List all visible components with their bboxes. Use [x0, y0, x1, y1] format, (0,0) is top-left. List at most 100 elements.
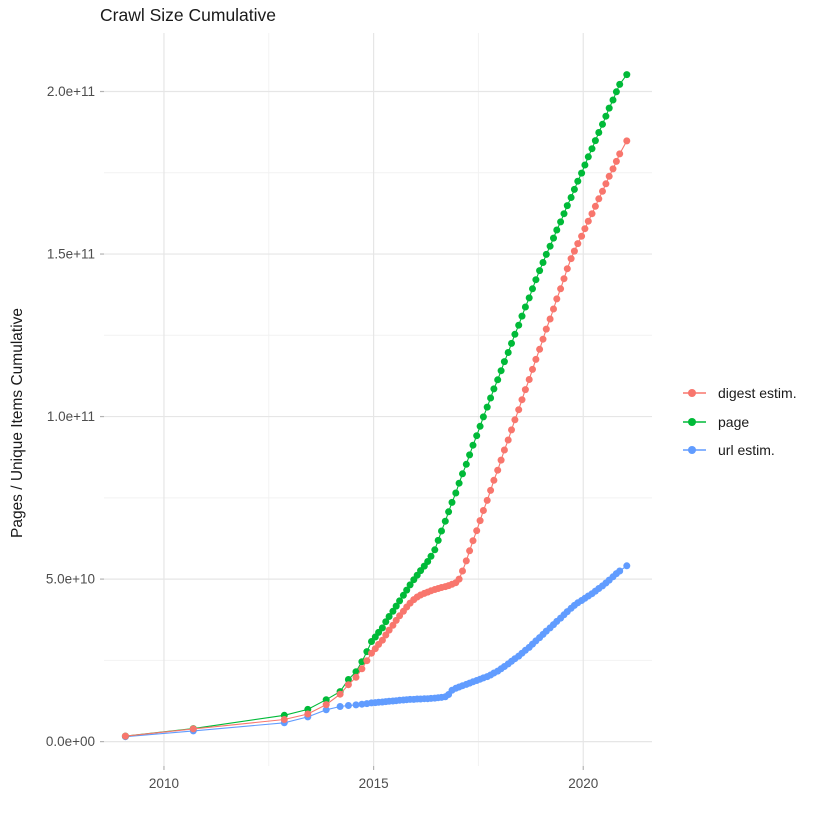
data-point [382, 618, 390, 626]
data-point [382, 631, 390, 639]
data-point [536, 345, 544, 353]
data-point [539, 335, 547, 343]
data-point [487, 486, 495, 494]
data-point [511, 330, 519, 338]
data-point [469, 441, 477, 449]
data-point [550, 234, 557, 242]
data-point [504, 436, 512, 444]
data-point [385, 626, 393, 634]
data-point [532, 276, 540, 284]
major-gridlines [104, 33, 652, 766]
data-point [434, 536, 442, 544]
data-point [483, 496, 491, 504]
data-point [602, 112, 610, 120]
data-point [570, 247, 578, 255]
data-point [385, 613, 393, 620]
data-point [344, 681, 352, 689]
data-point [121, 732, 129, 740]
data-point [396, 597, 404, 605]
data-point [508, 339, 515, 347]
data-point [553, 226, 561, 234]
y-tick-label: 1.0e+11 [47, 409, 95, 424]
data-point [546, 315, 554, 323]
data-point [452, 489, 460, 497]
data-point [574, 177, 582, 185]
data-point [570, 185, 578, 193]
data-point [500, 446, 508, 454]
data-point [483, 403, 491, 411]
data-point [591, 202, 599, 210]
data-point [462, 460, 470, 468]
series-digest-estim- [121, 137, 631, 740]
data-point [490, 385, 498, 393]
data-point [497, 456, 505, 464]
data-point [406, 581, 414, 589]
data-point [500, 358, 508, 366]
data-point [479, 507, 487, 514]
data-point [616, 567, 624, 575]
data-point [424, 558, 432, 565]
data-point [602, 180, 610, 188]
data-point [389, 621, 397, 629]
data-point [567, 194, 575, 201]
x-tick-label: 2015 [359, 776, 389, 791]
data-point [525, 294, 533, 302]
data-point [529, 365, 536, 373]
data-point [578, 232, 586, 240]
data-point [588, 210, 596, 218]
data-point [553, 295, 561, 303]
series-url-estim- [121, 562, 631, 741]
data-point [581, 225, 589, 233]
y-tick-label: 5.0e+10 [46, 572, 95, 587]
data-point [609, 96, 617, 104]
data-point [623, 71, 631, 79]
data-point [336, 690, 344, 698]
legend-item-url: url estim. [683, 436, 797, 465]
data-point [605, 104, 613, 112]
data-point [536, 267, 544, 275]
data-point [427, 552, 435, 560]
data-point [476, 517, 484, 525]
data-point [358, 665, 366, 673]
data-point [623, 562, 631, 570]
data-point [567, 255, 575, 263]
data-point [455, 479, 463, 487]
data-point [448, 498, 456, 506]
data-point [616, 80, 624, 88]
data-point [518, 396, 526, 404]
legend-key-url-icon [683, 446, 706, 455]
data-point [479, 413, 487, 421]
series-page [121, 71, 631, 740]
data-point [352, 668, 360, 676]
data-point [539, 259, 547, 266]
legend-label-url: url estim. [718, 442, 775, 459]
data-point [578, 169, 586, 177]
data-point [599, 187, 606, 195]
data-point [557, 218, 565, 226]
data-point [304, 710, 312, 718]
axis-labels: 0.0e+00 5.0e+10 1.0e+11 1.5e+11 2.0e+11 2010 2… [46, 84, 598, 791]
data-point [322, 696, 330, 704]
data-point [542, 250, 550, 258]
data-point [344, 702, 352, 709]
legend-label-page: page [718, 413, 750, 430]
data-point [518, 312, 526, 320]
data-point [352, 701, 360, 709]
data-point [490, 476, 498, 484]
axis-ticks [100, 90, 584, 770]
data-point [605, 172, 613, 180]
data-point [550, 305, 557, 313]
data-point [494, 466, 502, 474]
minor-gridlines [104, 33, 652, 766]
data-point [525, 376, 533, 383]
data-point [521, 303, 529, 311]
data-point [508, 426, 515, 434]
data-point [438, 527, 445, 535]
data-point [378, 636, 386, 644]
data-point [469, 537, 477, 545]
data-point [560, 210, 568, 218]
data-point [487, 394, 495, 402]
data-point [441, 517, 449, 525]
legend-key-digest-icon [683, 389, 706, 398]
data-point [623, 137, 631, 145]
